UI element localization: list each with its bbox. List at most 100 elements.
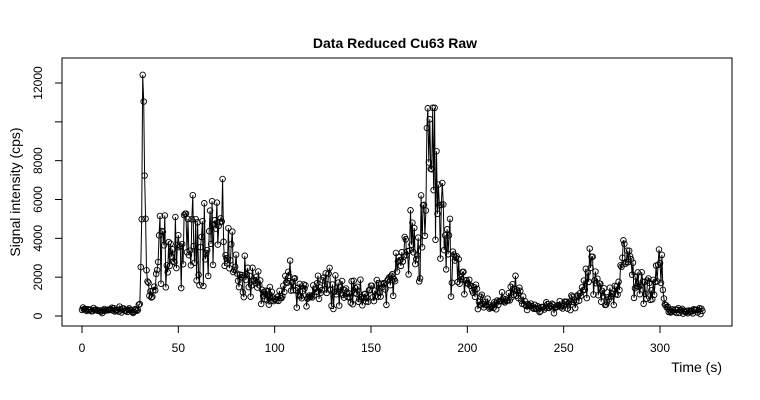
- data-point: [225, 224, 232, 232]
- data-point: [314, 272, 322, 279]
- data-point: [420, 201, 428, 209]
- data-point: [166, 262, 173, 270]
- data-point: [241, 252, 249, 260]
- data-point: [411, 224, 418, 232]
- data-point: [361, 290, 369, 298]
- data-point: [151, 287, 159, 294]
- data-point: [148, 294, 155, 301]
- data-point: [620, 237, 627, 244]
- data-point: [308, 294, 316, 301]
- data-point: [474, 305, 482, 313]
- data-point: [191, 259, 198, 266]
- data-point: [283, 279, 291, 287]
- series-layer: [78, 71, 706, 318]
- data-point: [627, 256, 635, 263]
- data-point: [532, 305, 539, 312]
- data-point: [332, 272, 339, 279]
- data-point: [199, 217, 206, 225]
- data-point: [433, 147, 440, 155]
- data-point: [324, 281, 331, 288]
- data-point: [286, 257, 294, 264]
- data-point: [204, 272, 212, 280]
- data-point: [257, 300, 265, 308]
- data-point: [276, 287, 283, 295]
- data-point: [157, 280, 165, 287]
- data-point: [565, 300, 572, 307]
- data-point: [535, 304, 542, 312]
- data-point: [587, 264, 594, 272]
- x-tick-label: 150: [361, 341, 381, 355]
- data-point: [589, 253, 596, 260]
- data-point: [198, 233, 205, 241]
- data-point: [389, 292, 397, 300]
- x-tick-label: 100: [265, 341, 285, 355]
- data-point: [281, 288, 288, 296]
- data-point: [207, 240, 215, 248]
- data-point: [152, 270, 160, 278]
- data-point: [425, 159, 433, 166]
- data-point: [328, 302, 335, 310]
- data-point: [608, 289, 616, 297]
- data-point: [650, 276, 657, 284]
- data-point: [503, 297, 511, 305]
- data-point: [557, 303, 565, 311]
- data-point: [623, 258, 630, 266]
- data-point: [195, 271, 202, 279]
- data-point: [472, 281, 480, 288]
- data-point: [145, 279, 152, 286]
- data-point: [164, 269, 171, 276]
- data-point: [621, 240, 628, 248]
- data-point: [161, 212, 169, 219]
- data-point: [419, 202, 427, 209]
- data-point: [265, 301, 273, 308]
- data-point: [393, 268, 401, 275]
- data-point: [270, 297, 277, 305]
- data-point: [155, 232, 163, 239]
- data-point: [571, 304, 579, 312]
- data-point: [344, 293, 352, 301]
- data-point: [593, 279, 600, 287]
- data-point: [516, 284, 523, 291]
- y-tick-label: 0: [31, 312, 45, 319]
- data-point: [228, 241, 235, 248]
- data-point: [258, 286, 266, 294]
- data-point: [460, 268, 467, 276]
- data-point: [397, 262, 405, 270]
- data-point: [432, 236, 439, 244]
- data-point: [355, 298, 362, 306]
- data-point: [178, 240, 186, 248]
- data-point: [597, 280, 604, 287]
- data-point: [653, 278, 661, 285]
- data-point: [517, 287, 524, 295]
- x-axis-label: Time (s): [671, 359, 722, 375]
- y-tick-label: 12000: [31, 66, 45, 100]
- data-point: [423, 124, 431, 132]
- data-point: [582, 265, 590, 273]
- data-point: [655, 246, 663, 253]
- data-point: [303, 303, 310, 310]
- data-point: [650, 291, 658, 299]
- data-point: [413, 255, 420, 263]
- data-point: [592, 268, 599, 275]
- data-point: [376, 289, 383, 296]
- data-point: [142, 215, 149, 223]
- data-point: [334, 288, 341, 295]
- data-point: [520, 301, 528, 308]
- data-point: [255, 268, 262, 275]
- data-point: [350, 277, 357, 285]
- data-point: [169, 246, 176, 253]
- y-axis-label: Signal intensity (cps): [7, 127, 23, 256]
- chart-title: Data Reduced Cu63 Raw: [313, 35, 477, 51]
- data-point: [170, 258, 177, 265]
- data-point: [240, 293, 248, 301]
- data-point: [562, 299, 569, 306]
- data-point: [583, 294, 591, 302]
- data-point: [630, 294, 638, 302]
- data-point: [640, 300, 647, 308]
- data-point: [133, 307, 141, 315]
- data-point: [638, 268, 645, 276]
- data-point: [563, 298, 570, 305]
- data-point: [193, 277, 200, 284]
- data-point: [184, 215, 192, 223]
- data-point: [440, 246, 448, 254]
